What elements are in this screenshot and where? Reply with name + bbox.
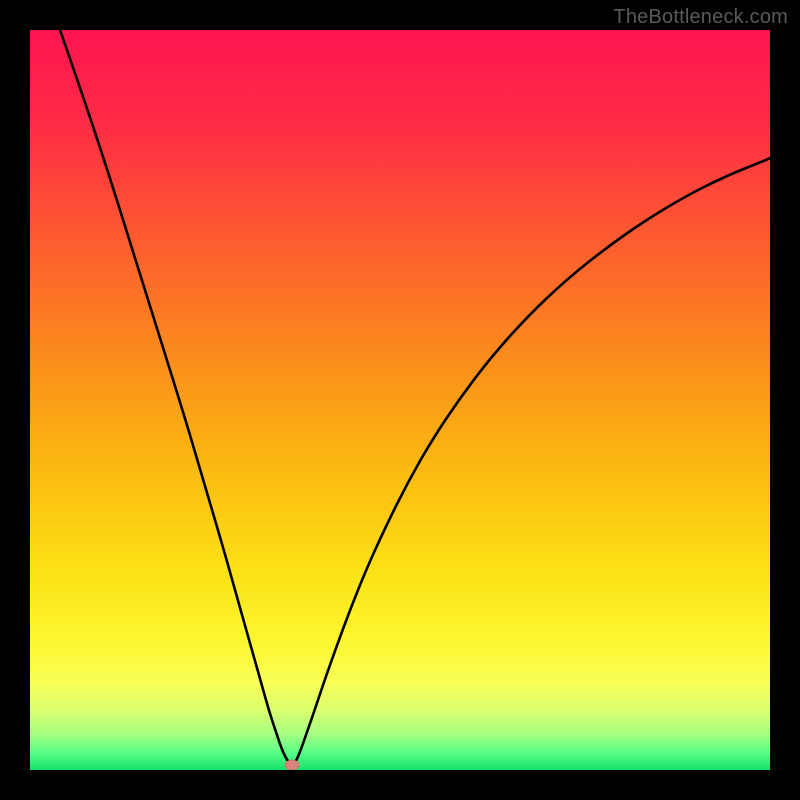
watermark-text: TheBottleneck.com (613, 6, 788, 29)
plot-area (30, 30, 770, 770)
bottleneck-curve (60, 30, 770, 765)
minimum-marker (285, 760, 299, 770)
chart-container: TheBottleneck.com (0, 0, 800, 800)
curve-svg (30, 30, 770, 770)
